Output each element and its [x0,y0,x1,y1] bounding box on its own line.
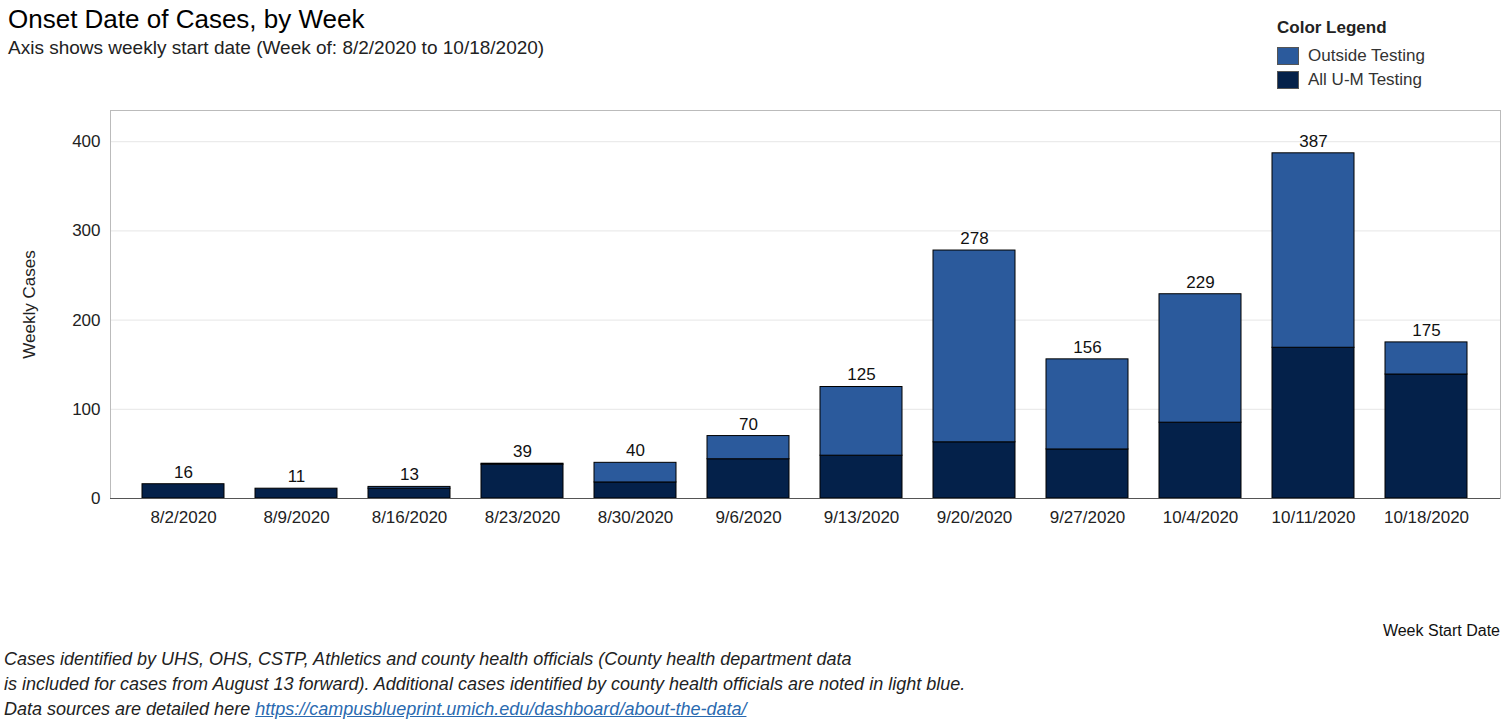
svg-text:100: 100 [72,400,100,419]
svg-text:156: 156 [1073,338,1101,357]
svg-text:70: 70 [739,415,758,434]
html-text:is included for cases from Aug: is included for cases from August 13 for… [4,674,966,694]
svg-text:9/13/2020: 9/13/2020 [824,508,900,527]
svg-text:200: 200 [72,311,100,330]
svg-text:39: 39 [513,442,532,461]
html-text:Color Legend: Color Legend [1277,18,1387,37]
svg-text:8/9/2020: 8/9/2020 [263,508,329,527]
svg-text:125: 125 [847,365,875,384]
svg-text:10/18/2020: 10/18/2020 [1384,508,1469,527]
svg-text:8/2/2020: 8/2/2020 [150,508,216,527]
html-text:Onset Date of Cases, by Week: Onset Date of Cases, by Week [8,4,365,34]
svg-text:387: 387 [1299,132,1327,151]
svg-text:10/4/2020: 10/4/2020 [1163,508,1239,527]
svg-text:229: 229 [1186,273,1214,292]
svg-text:175: 175 [1412,321,1440,340]
svg-text:8/16/2020: 8/16/2020 [372,508,448,527]
svg-text:8/23/2020: 8/23/2020 [485,508,561,527]
svg-text:400: 400 [72,132,100,151]
html-text:Axis shows weekly start date (: Axis shows weekly start date (Week of: 8… [8,37,545,58]
html-text:Outside Testing: Outside Testing [1308,46,1425,65]
html-text:Week Start Date: Week Start Date [1382,622,1500,639]
svg-text:40: 40 [626,441,645,460]
html-text:All U-M Testing: All U-M Testing [1308,70,1422,89]
svg-text:Weekly Cases: Weekly Cases [20,250,39,358]
svg-text:8/30/2020: 8/30/2020 [598,508,674,527]
svg-text:16: 16 [174,463,193,482]
svg-text:9/6/2020: 9/6/2020 [715,508,781,527]
svg-text:10/11/2020: 10/11/2020 [1272,508,1356,527]
svg-text:0: 0 [91,489,100,508]
html-text:Cases identified by UHS, OHS,: Cases identified by UHS, OHS, CSTP, Athl… [4,649,852,669]
svg-text:13: 13 [400,465,419,484]
html-text:Data sources are detailed here: Data sources are detailed here https://c… [4,699,747,719]
svg-text:300: 300 [72,221,100,240]
svg-text:9/20/2020: 9/20/2020 [937,508,1013,527]
svg-text:278: 278 [960,229,988,248]
svg-text:11: 11 [288,467,306,486]
svg-text:9/27/2020: 9/27/2020 [1050,508,1126,527]
